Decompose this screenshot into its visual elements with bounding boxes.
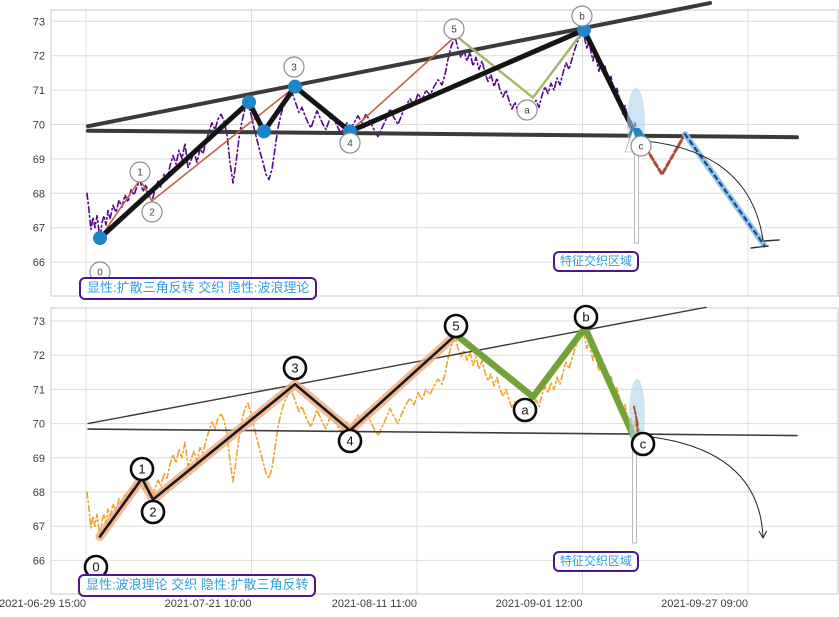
y-tick-label: 73 [33,316,45,328]
wave-circle-label-1-top: 1 [137,168,143,179]
trendline-upper-bottom [87,306,707,425]
wave-circle-label-a-top: a [524,106,530,117]
y-tick-label: 70 [33,120,45,132]
wave-circle-2-bottom [140,499,166,525]
wave-impulse-core-bottom [98,333,458,538]
x-tick-label: 2021-06-29 15:00 [0,598,86,610]
y-tick-label: 67 [33,521,45,533]
y-tick-label: 71 [33,384,45,396]
wave-circle-label-4-bottom: 4 [346,434,353,449]
wave-circle-label-c-top: c [639,142,644,153]
wave-circle-label-2-top: 2 [149,208,155,219]
arrowhead [758,530,764,539]
wave-circle-2-top [141,201,163,223]
wave-circle-label-1-bottom: 1 [138,462,145,477]
wave-circle-label-2-bottom: 2 [149,505,156,520]
trendline-lower-top [86,128,799,140]
wave-circle-label-c-bottom: c [640,437,647,452]
zone-red-zigzag-bottom [633,405,640,442]
wave-circle-b-bottom [573,304,599,330]
wave-circle-c-top [630,135,652,157]
y-tick-label: 70 [33,419,45,431]
panel-border-top [50,9,839,297]
trendline-lower-bottom [87,428,798,437]
wave-abc-green-bottom [452,324,638,441]
forecast-curve-arrow-bottom [651,436,764,539]
pivot-dot-top [93,231,107,246]
wave-circle-b-top [571,5,593,27]
forecast-end-whisker-2-top [763,239,780,242]
y-tick-label: 67 [33,223,45,235]
x-tick-label: 2021-07-21 10:00 [164,598,252,610]
wave-circle-c-bottom [630,431,656,457]
wave-circle-3-top [283,56,305,78]
wave-circle-label-4-top: 4 [347,139,353,150]
wave-circle-label-0-bottom: 0 [92,560,99,575]
wave-circle-4-bottom [337,428,363,454]
pivot-dot-top [242,95,256,110]
y-tick-label: 66 [33,257,45,269]
top-pattern-label: 显性:扩散三角反转 交织 隐性:波浪理论 [79,277,318,301]
wave-circle-label-5-bottom: 5 [452,319,459,334]
trendline-upper-top [86,1,712,129]
hidden-wave-impulse-top [99,34,457,239]
wave-circle-a-top [516,99,538,121]
bottom-pattern-label: 显性:波浪理论 交织 隐性:扩散三角反转 [78,574,317,598]
wave-circle-label-b-top: b [579,12,585,23]
pivot-dot-top [288,79,302,94]
y-tick-label: 72 [33,51,45,63]
wave-circle-label-a-bottom: a [521,403,529,418]
x-tick-label: 2021-09-01 12:00 [495,598,583,610]
wave-circle-label-3-top: 3 [291,63,297,74]
pivot-dot-top [257,124,271,139]
arrowhead [762,530,768,539]
y-tick-label: 71 [33,85,45,97]
wave-circle-1-top [129,161,151,183]
zone-marker-bar-top [634,142,639,244]
wave-circle-a-bottom [512,397,538,423]
wave-circle-label-5-top: 5 [451,25,457,36]
wave-circle-5-top [443,18,465,40]
x-tick-label: 2021-09-27 09:00 [661,598,748,610]
wave-circle-label-b-bottom: b [582,310,589,325]
wave-circle-4-top [339,132,361,154]
y-tick-label: 73 [33,16,45,28]
y-tick-label: 69 [33,154,45,166]
y-tick-label: 68 [33,487,45,499]
bottom-feature-zone-label: 特征交织区域 [553,551,640,572]
forecast-curve-top [644,140,764,241]
forecast-blue-dashes-top [683,133,766,246]
y-tick-label: 69 [33,453,45,465]
x-tick-label: 2021-08-11 11:00 [331,598,417,610]
y-tick-label: 72 [33,350,45,362]
top-feature-zone-label: 特征交织区域 [553,251,640,272]
panel-border-bottom [50,307,839,595]
wave-circle-1-bottom [129,456,155,482]
wave-circle-3-bottom [282,355,308,381]
forecast-end-whisker-1-top [750,245,769,249]
y-tick-label: 66 [33,555,45,567]
wave-circle-label-3-bottom: 3 [291,361,298,376]
wave-circle-5-bottom [443,313,469,339]
wave-circle-label-0-top: 0 [97,268,103,279]
y-tick-label: 68 [33,188,45,200]
